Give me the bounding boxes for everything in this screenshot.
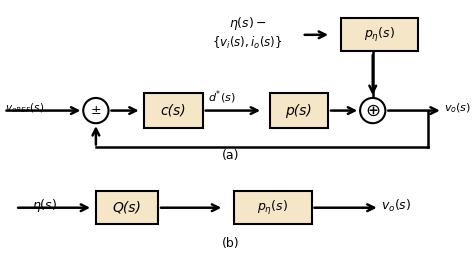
Bar (234, 191, 311, 224)
Text: (b): (b) (222, 237, 240, 250)
Text: p(s): p(s) (285, 103, 312, 118)
Text: $v_{oREF}(s)$: $v_{oREF}(s)$ (5, 102, 44, 115)
Text: $v_o(s)$: $v_o(s)$ (444, 102, 471, 115)
Text: $p_{\eta}(s)$: $p_{\eta}(s)$ (364, 26, 395, 44)
Circle shape (360, 98, 385, 123)
Bar (96, 191, 158, 224)
Text: $\pm$: $\pm$ (90, 104, 101, 117)
Bar (341, 18, 419, 51)
Bar (270, 93, 328, 128)
Text: $\eta(s) -$: $\eta(s) -$ (229, 15, 267, 32)
Text: $v_o(s)$: $v_o(s)$ (382, 198, 412, 214)
Circle shape (83, 98, 109, 123)
Text: $\{v_i(s), i_o(s)\}$: $\{v_i(s), i_o(s)\}$ (212, 35, 283, 51)
Text: (a): (a) (222, 149, 240, 162)
Text: Q(s): Q(s) (112, 201, 141, 215)
Text: c(s): c(s) (161, 103, 186, 118)
Text: $\eta(s)$: $\eta(s)$ (32, 197, 57, 214)
Text: $p_{\eta}(s)$: $p_{\eta}(s)$ (257, 199, 288, 217)
Bar (145, 93, 203, 128)
Text: $d^{*}(s)$: $d^{*}(s)$ (208, 88, 235, 106)
Text: $\oplus$: $\oplus$ (365, 102, 381, 120)
